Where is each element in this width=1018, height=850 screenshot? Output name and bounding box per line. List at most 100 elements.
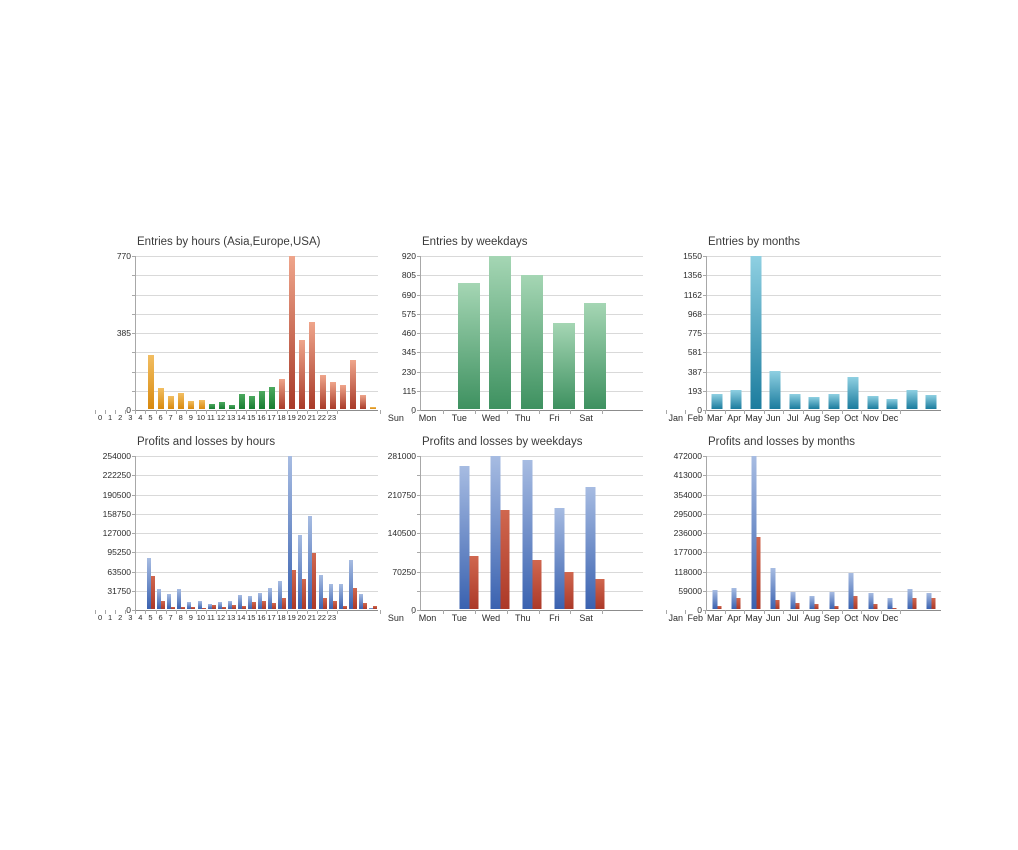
bar-profits-losses-by-hours-12-profit[interactable] — [258, 593, 263, 609]
bar-entries-by-hours-19-entries[interactable] — [329, 382, 336, 409]
bar-entries-by-hours-6-entries[interactable] — [198, 400, 205, 409]
bar-profits-losses-by-months-Dec-loss[interactable] — [931, 598, 936, 609]
bar-profits-losses-by-months-Mar-loss[interactable] — [756, 536, 761, 609]
bar-profits-losses-by-hours-2-loss[interactable] — [161, 601, 166, 609]
bar-entries-by-hours-2-entries[interactable] — [158, 388, 165, 409]
bar-entries-by-months-Jan-entries[interactable] — [711, 393, 723, 409]
bar-entries-by-hours-11-entries[interactable] — [248, 395, 255, 409]
bar-entries-by-hours-22-entries[interactable] — [359, 394, 366, 409]
bar-entries-by-months-Nov-entries[interactable] — [906, 390, 918, 409]
bar-profits-losses-by-weekdays-Wed-loss[interactable] — [532, 560, 542, 609]
bar-profits-losses-by-hours-13-profit[interactable] — [268, 587, 273, 609]
bar-entries-by-hours-10-entries[interactable] — [238, 394, 245, 409]
bar-profits-losses-by-weekdays-Thu-loss[interactable] — [564, 571, 574, 609]
bar-entries-by-weekdays-Fri-entries[interactable] — [584, 302, 607, 409]
bar-profits-losses-by-months-Apr-profit[interactable] — [770, 567, 776, 609]
bar-profits-losses-by-months-Nov-loss[interactable] — [912, 597, 917, 609]
bar-profits-losses-by-months-Jul-loss[interactable] — [834, 605, 839, 609]
bar-entries-by-hours-13-entries[interactable] — [269, 387, 276, 409]
bar-profits-losses-by-months-Jan-loss[interactable] — [717, 606, 722, 609]
bar-profits-losses-by-weekdays-Mon-profit[interactable] — [459, 466, 470, 609]
bar-profits-losses-by-hours-8-loss[interactable] — [221, 606, 226, 609]
bar-profits-losses-by-hours-11-profit[interactable] — [247, 596, 252, 609]
bar-entries-by-hours-7-entries[interactable] — [208, 404, 215, 409]
bar-profits-losses-by-hours-18-loss[interactable] — [322, 598, 327, 609]
bar-entries-by-months-Dec-entries[interactable] — [925, 395, 937, 409]
bar-profits-losses-by-months-Sep-loss[interactable] — [873, 603, 878, 609]
bar-entries-by-hours-21-entries[interactable] — [349, 359, 356, 409]
bar-profits-losses-by-hours-5-loss[interactable] — [191, 607, 196, 609]
bar-profits-losses-by-weekdays-Mon-loss[interactable] — [469, 555, 479, 609]
bar-profits-losses-by-weekdays-Tue-loss[interactable] — [500, 509, 510, 609]
bar-entries-by-hours-14-entries[interactable] — [279, 379, 286, 409]
bar-profits-losses-by-hours-2-profit[interactable] — [157, 588, 162, 609]
bar-profits-losses-by-weekdays-Tue-profit[interactable] — [490, 456, 501, 609]
bar-entries-by-hours-20-entries[interactable] — [339, 384, 346, 409]
bar-entries-by-hours-4-entries[interactable] — [178, 393, 185, 409]
bar-entries-by-months-Jun-entries[interactable] — [808, 397, 820, 409]
bar-profits-losses-by-months-Feb-loss[interactable] — [736, 597, 741, 609]
bar-profits-losses-by-months-Jul-profit[interactable] — [829, 591, 835, 609]
bar-entries-by-weekdays-Thu-entries[interactable] — [552, 323, 575, 409]
bar-entries-by-hours-12-entries[interactable] — [259, 391, 266, 409]
bar-entries-by-months-Mar-entries[interactable] — [750, 256, 762, 409]
bar-profits-losses-by-hours-20-profit[interactable] — [338, 584, 343, 609]
bar-profits-losses-by-weekdays-Thu-profit[interactable] — [554, 508, 565, 609]
bar-profits-losses-by-hours-6-profit[interactable] — [197, 600, 202, 609]
bar-entries-by-months-May-entries[interactable] — [789, 394, 801, 409]
bar-profits-losses-by-weekdays-Fri-profit[interactable] — [585, 486, 596, 609]
bar-profits-losses-by-hours-16-profit[interactable] — [298, 534, 303, 609]
bar-profits-losses-by-hours-14-loss[interactable] — [282, 597, 287, 609]
bar-profits-losses-by-months-Apr-loss[interactable] — [775, 600, 780, 609]
bar-profits-losses-by-hours-4-profit[interactable] — [177, 588, 182, 609]
bar-profits-losses-by-months-Mar-profit[interactable] — [751, 456, 757, 609]
bar-profits-losses-by-months-Dec-profit[interactable] — [926, 593, 932, 609]
bar-profits-losses-by-hours-17-loss[interactable] — [312, 552, 317, 609]
bar-profits-losses-by-weekdays-Wed-profit[interactable] — [522, 460, 533, 609]
bar-profits-losses-by-months-May-loss[interactable] — [795, 602, 800, 609]
bar-entries-by-hours-3-entries[interactable] — [168, 396, 175, 409]
bar-entries-by-hours-8-entries[interactable] — [218, 401, 225, 409]
bar-profits-losses-by-hours-3-profit[interactable] — [167, 593, 172, 609]
bar-profits-losses-by-hours-10-profit[interactable] — [237, 595, 242, 609]
bar-profits-losses-by-hours-9-loss[interactable] — [231, 605, 236, 609]
bar-entries-by-weekdays-Tue-entries[interactable] — [489, 256, 512, 409]
bar-profits-losses-by-months-Sep-profit[interactable] — [868, 593, 874, 609]
bar-entries-by-hours-1-entries[interactable] — [148, 354, 155, 409]
bar-profits-losses-by-hours-22-loss[interactable] — [362, 602, 367, 609]
bar-profits-losses-by-hours-8-profit[interactable] — [217, 602, 222, 609]
bar-entries-by-months-Aug-entries[interactable] — [847, 376, 859, 409]
bar-entries-by-months-Jul-entries[interactable] — [828, 394, 840, 409]
bar-entries-by-hours-23-entries[interactable] — [369, 407, 376, 409]
bar-profits-losses-by-hours-7-loss[interactable] — [211, 605, 216, 609]
bar-profits-losses-by-months-Aug-loss[interactable] — [853, 596, 858, 609]
bar-profits-losses-by-hours-17-profit[interactable] — [308, 515, 313, 609]
bar-profits-losses-by-hours-19-profit[interactable] — [328, 584, 333, 609]
bar-profits-losses-by-months-Aug-profit[interactable] — [848, 573, 854, 609]
bar-profits-losses-by-hours-15-profit[interactable] — [288, 456, 293, 609]
bar-profits-losses-by-months-Jun-loss[interactable] — [814, 604, 819, 609]
bar-profits-losses-by-hours-13-loss[interactable] — [272, 603, 277, 609]
bar-profits-losses-by-hours-19-loss[interactable] — [332, 601, 337, 609]
bar-profits-losses-by-hours-23-loss[interactable] — [372, 605, 377, 609]
bar-profits-losses-by-hours-6-loss[interactable] — [201, 607, 206, 609]
bar-entries-by-hours-16-entries[interactable] — [299, 339, 306, 409]
bar-entries-by-months-Oct-entries[interactable] — [886, 399, 898, 409]
bar-profits-losses-by-months-Oct-profit[interactable] — [887, 597, 893, 609]
bar-entries-by-weekdays-Wed-entries[interactable] — [521, 275, 543, 409]
bar-profits-losses-by-hours-14-profit[interactable] — [278, 581, 283, 609]
bar-profits-losses-by-months-Jun-profit[interactable] — [809, 596, 815, 609]
bar-profits-losses-by-hours-21-profit[interactable] — [348, 560, 353, 609]
bar-profits-losses-by-hours-20-loss[interactable] — [342, 606, 347, 609]
bar-entries-by-hours-5-entries[interactable] — [188, 400, 195, 409]
bar-entries-by-months-Apr-entries[interactable] — [769, 371, 781, 409]
bar-profits-losses-by-months-Feb-profit[interactable] — [731, 588, 737, 609]
bar-profits-losses-by-hours-10-loss[interactable] — [241, 605, 246, 609]
bar-profits-losses-by-hours-22-profit[interactable] — [358, 593, 363, 609]
bar-profits-losses-by-hours-18-profit[interactable] — [318, 574, 323, 609]
bar-entries-by-hours-15-entries[interactable] — [289, 256, 296, 409]
bar-profits-losses-by-months-Nov-profit[interactable] — [907, 588, 913, 609]
bar-profits-losses-by-hours-16-loss[interactable] — [302, 578, 307, 609]
bar-entries-by-months-Feb-entries[interactable] — [730, 390, 742, 409]
bar-entries-by-hours-17-entries[interactable] — [309, 321, 316, 409]
